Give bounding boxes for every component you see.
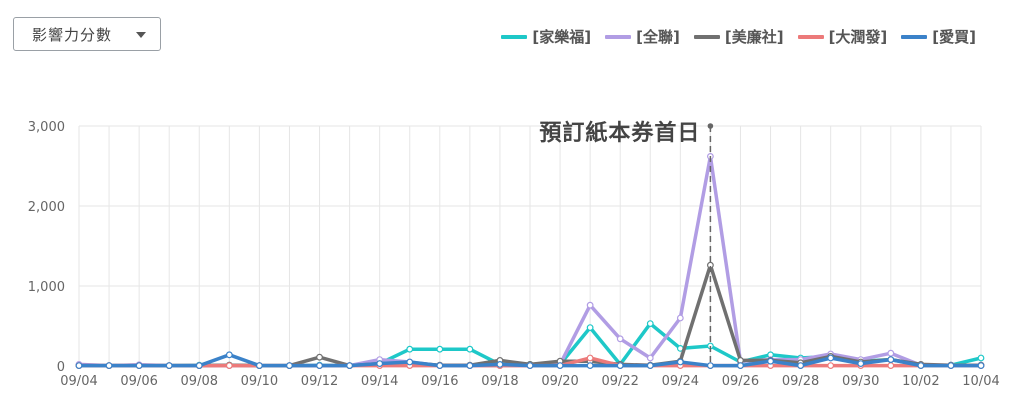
legend-swatch-carrefour — [501, 34, 528, 39]
data-point — [917, 362, 925, 370]
data-point — [646, 362, 654, 370]
x-tick-label: 09/28 — [782, 374, 819, 389]
x-tick-label: 09/12 — [301, 374, 338, 389]
legend-item-rt-mart[interactable]: [大潤發] — [797, 26, 888, 47]
x-tick-label: 09/24 — [662, 374, 699, 389]
data-point — [466, 362, 474, 370]
data-point — [526, 362, 534, 370]
data-point — [586, 362, 594, 370]
legend-item-a-mart[interactable]: [愛買] — [901, 26, 976, 47]
data-point — [346, 362, 354, 370]
annotation-label: 預訂紙本券首日 — [539, 120, 700, 146]
x-tick-label: 09/14 — [361, 374, 398, 389]
legend-label-carrefour: [家樂福] — [532, 28, 592, 46]
legend-swatch-a-mart — [901, 34, 928, 39]
data-point — [556, 362, 564, 370]
data-point — [676, 358, 684, 366]
data-point — [676, 314, 684, 322]
data-point — [646, 320, 654, 328]
data-point — [737, 362, 744, 370]
data-point — [135, 362, 143, 370]
data-point — [436, 362, 444, 370]
data-point — [947, 362, 955, 370]
y-tick-label: 3,000 — [28, 120, 65, 135]
legend-item-carrefour[interactable]: [家樂福] — [501, 26, 591, 47]
data-point — [646, 354, 654, 362]
y-tick-label: 1,000 — [28, 280, 65, 295]
data-point — [857, 360, 865, 368]
x-tick-label: 10/04 — [962, 374, 999, 389]
x-tick-label: 09/06 — [120, 374, 157, 389]
data-point — [406, 345, 414, 353]
y-tick-label: 2,000 — [28, 200, 65, 215]
data-point — [616, 362, 624, 370]
data-point — [827, 354, 835, 362]
legend-swatch-simple-mart — [693, 34, 720, 39]
data-point — [887, 362, 895, 370]
x-tick-label: 09/26 — [722, 374, 759, 389]
data-point — [225, 362, 233, 370]
annotation-marker — [707, 123, 714, 129]
data-point — [316, 362, 323, 370]
data-point — [586, 301, 594, 309]
legend-item-simple-mart[interactable]: [美廉社] — [693, 26, 784, 47]
x-tick-label: 09/18 — [481, 374, 518, 389]
data-point — [406, 358, 414, 366]
x-tick-label: 09/20 — [541, 374, 578, 389]
data-point — [797, 362, 804, 370]
data-point — [977, 362, 985, 370]
data-point — [436, 345, 444, 353]
legend-item-pxmart[interactable]: [全聯] — [605, 26, 680, 47]
x-tick-label: 09/30 — [842, 374, 879, 389]
data-point — [195, 362, 203, 370]
data-point — [225, 351, 233, 359]
x-tick-label: 09/10 — [241, 374, 278, 389]
legend-swatch-pxmart — [605, 34, 632, 39]
data-point — [105, 362, 113, 370]
data-point — [887, 356, 895, 364]
x-tick-label: 09/22 — [601, 374, 638, 389]
metric-dropdown[interactable]: 影響力分數 — [13, 17, 161, 51]
data-point — [75, 362, 83, 370]
data-point — [707, 362, 714, 370]
legend-swatch-rt-mart — [797, 34, 824, 39]
data-point — [586, 354, 594, 362]
data-point — [827, 362, 835, 370]
data-point — [286, 362, 293, 370]
data-point — [586, 324, 594, 332]
legend-label-simple-mart: [美廉社] — [724, 28, 784, 46]
y-tick-label: 0 — [57, 360, 65, 375]
x-tick-label: 10/02 — [902, 374, 939, 389]
chevron-down-icon — [136, 32, 146, 38]
data-point — [496, 361, 504, 368]
data-point — [767, 357, 774, 365]
legend-label-rt-mart: [大潤發] — [828, 28, 888, 46]
data-point — [616, 335, 624, 343]
data-point — [887, 349, 895, 357]
data-point — [977, 354, 985, 362]
data-point — [376, 360, 384, 368]
metric-dropdown-label: 影響力分數 — [32, 25, 113, 44]
data-point — [316, 353, 323, 361]
x-tick-label: 09/16 — [421, 374, 458, 389]
x-tick-label: 09/08 — [181, 374, 218, 389]
x-tick-label: 09/04 — [60, 374, 97, 389]
chart-legend: [家樂福] [全聯] [美廉社] [大潤發] [愛買] — [487, 26, 976, 47]
data-point — [256, 362, 263, 370]
legend-label-a-mart: [愛買] — [932, 28, 976, 46]
data-point — [165, 362, 173, 370]
data-point — [466, 345, 474, 353]
legend-label-pxmart: [全聯] — [636, 28, 680, 46]
